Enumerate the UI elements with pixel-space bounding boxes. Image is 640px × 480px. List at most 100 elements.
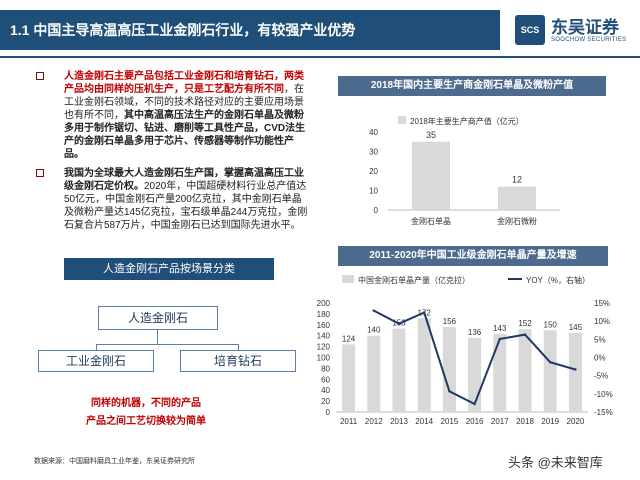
y-left-tick-label: 140 bbox=[317, 332, 331, 341]
industrial-diamond-box: 工业金刚石 bbox=[38, 350, 154, 372]
yoy-point bbox=[473, 402, 476, 406]
bullet-list: 人造金刚石主要产品包括工业金刚石和培育钻石，两类产品均由同样的压机生产，只是工艺… bbox=[34, 70, 308, 238]
bar bbox=[493, 334, 507, 412]
legend-label-bar: 中国金刚石单晶产量（亿克拉） bbox=[358, 275, 470, 285]
x-tick-label: 2012 bbox=[365, 417, 383, 426]
chart2-title: 2011-2020年中国工业级金刚石单晶产量及增速 bbox=[338, 246, 608, 266]
x-tick-label: 2017 bbox=[491, 417, 509, 426]
bar bbox=[417, 318, 431, 412]
y-left-tick-label: 180 bbox=[317, 310, 331, 319]
bar bbox=[412, 141, 450, 210]
yoy-point bbox=[372, 309, 375, 312]
yoy-point bbox=[549, 361, 552, 364]
page-title: 1.1 中国主导高温高压工业金刚石行业，有较强产业优势 bbox=[10, 22, 356, 38]
yoy-line bbox=[373, 309, 576, 406]
y-left-tick-label: 120 bbox=[317, 343, 331, 352]
data-label: 35 bbox=[426, 130, 436, 140]
logo-subtitle: SOOCHOW SECURITIES bbox=[551, 37, 627, 43]
data-label: 172 bbox=[418, 308, 432, 317]
watermark: 头条 @未来智库 bbox=[508, 455, 603, 470]
yoy-point bbox=[498, 337, 501, 341]
header: 1.1 中国主导高温高压工业金刚石行业，有较强产业优势 SCS 东吴证券 SOO… bbox=[0, 0, 640, 56]
yoy-point bbox=[574, 368, 577, 371]
bar bbox=[543, 330, 557, 412]
y-left-tick-label: 160 bbox=[317, 321, 331, 330]
data-label: 12 bbox=[512, 175, 522, 185]
bar bbox=[442, 326, 456, 412]
yoy-point bbox=[397, 322, 401, 325]
y-left-tick-label: 0 bbox=[326, 408, 331, 417]
classification-banner: 人造金刚石产品按场景分类 bbox=[64, 258, 274, 280]
chart1-title: 2018年国内主要生产商金刚石单晶及微粉产值 bbox=[338, 76, 606, 96]
y-right-tick-label: -15% bbox=[594, 408, 613, 417]
x-tick-label: 2013 bbox=[390, 417, 408, 426]
bar bbox=[342, 344, 356, 412]
data-label: 153 bbox=[392, 319, 406, 328]
bullet-item: 人造金刚石主要产品包括工业金刚石和培育钻石，两类产品均由同样的压机生产，只是工艺… bbox=[34, 70, 308, 161]
x-tick-label: 金刚石单晶 bbox=[411, 216, 451, 226]
source-note: 数据来源：中国磨料磨具工业年鉴，东吴证券研究所 bbox=[34, 458, 195, 465]
x-tick-label: 2014 bbox=[415, 417, 433, 426]
legend-swatch-bar bbox=[342, 275, 354, 283]
x-tick-label: 2018 bbox=[516, 417, 534, 426]
y-right-tick-label: -10% bbox=[594, 390, 613, 399]
header-divider bbox=[0, 56, 640, 58]
y-right-tick-label: 10% bbox=[594, 317, 610, 326]
y-right-tick-label: 15% bbox=[594, 299, 610, 308]
bar bbox=[468, 337, 482, 412]
yoy-point bbox=[423, 311, 426, 314]
bullet-text-segment: 我国为全球最大人造金刚石生产国，掌握高温高压工业级金刚石定价权。 bbox=[64, 168, 304, 192]
y-left-tick-label: 20 bbox=[321, 397, 330, 406]
y-left-tick-label: 40 bbox=[321, 386, 330, 395]
logo-icon: SCS bbox=[515, 15, 545, 45]
x-tick-label: 2015 bbox=[441, 417, 459, 426]
tree-connector bbox=[238, 344, 239, 350]
x-tick-label: 2011 bbox=[340, 417, 358, 426]
data-label: 145 bbox=[569, 323, 583, 332]
y-tick-label: 30 bbox=[369, 148, 378, 157]
bullet-item: 我国为全球最大人造金刚石生产国，掌握高温高压工业级金刚石定价权。2020年，中国… bbox=[34, 167, 308, 232]
y-tick-label: 10 bbox=[369, 187, 378, 196]
data-label: 136 bbox=[468, 328, 482, 337]
y-tick-label: 40 bbox=[369, 128, 378, 137]
x-tick-label: 金刚石微粉 bbox=[497, 216, 537, 226]
bullet-text-segment: 2020年，中国超硬材料行业总产值达50亿元，中国金刚石产量200亿克拉，其中金… bbox=[64, 181, 308, 231]
lab-grown-diamond-box: 培育钻石 bbox=[180, 350, 296, 372]
data-label: 143 bbox=[493, 324, 507, 333]
yoy-point bbox=[448, 390, 451, 393]
bar bbox=[498, 186, 536, 210]
bar bbox=[367, 335, 381, 412]
legend-swatch bbox=[398, 116, 406, 124]
legend-label: 2018年主要生产商产值（亿元） bbox=[410, 116, 524, 126]
data-label: 152 bbox=[518, 319, 532, 328]
y-right-tick-label: -5% bbox=[594, 372, 608, 381]
bullet-square-icon bbox=[36, 72, 44, 80]
y-right-tick-label: 5% bbox=[594, 335, 606, 344]
bullet-text-segment: ，在工业金刚石领域，不同的技术路径对应的主要应用场景也有所不同， bbox=[64, 84, 304, 121]
data-label: 124 bbox=[342, 334, 356, 343]
x-tick-label: 2020 bbox=[567, 417, 585, 426]
y-left-tick-label: 100 bbox=[317, 354, 331, 363]
x-tick-label: 2019 bbox=[541, 417, 559, 426]
bar bbox=[392, 328, 406, 412]
bar bbox=[568, 332, 582, 412]
y-left-tick-label: 60 bbox=[321, 375, 330, 384]
title-bar bbox=[0, 10, 500, 50]
x-tick-label: 2016 bbox=[466, 417, 484, 426]
tree-connector bbox=[157, 330, 158, 344]
logo: SCS 东吴证券 SOOCHOW SECURITIES bbox=[515, 13, 635, 51]
bullet-text-segment: 人造金刚石主要产品包括工业金刚石和培育钻石，两类产品均由同样的压机生产，只是工艺… bbox=[64, 71, 304, 95]
bar bbox=[518, 329, 532, 412]
y-tick-label: 0 bbox=[374, 206, 379, 215]
data-label: 150 bbox=[544, 320, 558, 329]
bullet-text-segment: 其中高温高压法生产的金刚石单晶及微粉多用于制作锯切、钻进、磨削等工具性产品，CV… bbox=[64, 110, 306, 160]
logo-name: 东吴证券 bbox=[551, 18, 619, 37]
note-line-1: 同样的机器，不同的产品 bbox=[91, 398, 201, 409]
tree-connector bbox=[96, 344, 239, 345]
root-box: 人造金刚石 bbox=[98, 306, 218, 330]
y-tick-label: 20 bbox=[369, 167, 378, 176]
y-left-tick-label: 200 bbox=[317, 299, 331, 308]
legend-label-line: YOY（%，右轴） bbox=[526, 275, 590, 285]
y-right-tick-label: 0% bbox=[594, 354, 606, 363]
yoy-point bbox=[523, 333, 527, 336]
